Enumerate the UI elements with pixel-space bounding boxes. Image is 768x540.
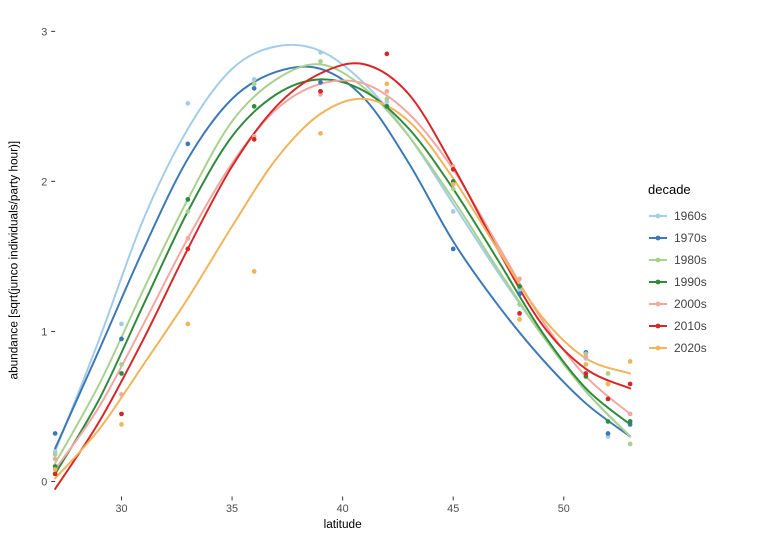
legend-swatch-1960s <box>648 209 668 223</box>
x-tick-label: 40 <box>337 503 349 515</box>
series-point-2010s <box>119 412 124 417</box>
series-point-2010s <box>628 382 633 387</box>
y-tick-label: 2 <box>41 176 47 188</box>
series-point-2010s <box>384 52 389 57</box>
series-point-2010s <box>318 89 323 94</box>
y-tick-label: 1 <box>41 326 47 338</box>
legend-swatch-2020s <box>648 341 668 355</box>
series-point-1960s <box>119 322 124 327</box>
legend-item-1970s: 1970s <box>648 227 768 249</box>
y-tick-label: 3 <box>41 26 47 38</box>
series-point-2020s <box>451 182 456 187</box>
series-point-1990s <box>185 197 190 202</box>
series-point-1970s <box>606 431 611 436</box>
series-point-2000s <box>185 236 190 241</box>
series-point-1990s <box>606 419 611 424</box>
series-point-1980s <box>318 59 323 64</box>
series-point-1990s <box>252 104 257 109</box>
legend-swatch-1980s <box>648 253 668 267</box>
series-point-2000s <box>53 457 58 462</box>
series-point-1960s <box>451 209 456 214</box>
series-point-1990s <box>119 371 124 376</box>
series-point-2020s <box>606 382 611 387</box>
legend-items: 1960s 1970s 1980s 1990s 2000s 2010s 2020s <box>648 205 768 359</box>
legend-item-1980s: 1980s <box>648 249 768 271</box>
legend-swatch-2000s <box>648 297 668 311</box>
series-point-1980s <box>53 452 58 457</box>
series-point-2010s <box>53 472 58 477</box>
series-point-2010s <box>451 167 456 172</box>
legend-item-2010s: 2010s <box>648 315 768 337</box>
legend-item-1990s: 1990s <box>648 271 768 293</box>
series-point-2000s <box>517 277 522 282</box>
series-point-2020s <box>384 82 389 87</box>
plot-area: 0 1 2 3 30 35 40 45 50 latitude abundance [sqrt(ju… <box>0 0 638 540</box>
series-point-2020s <box>53 467 58 472</box>
x-tick-label: 30 <box>115 503 127 515</box>
series-point-1980s <box>606 371 611 376</box>
series-point-1970s <box>185 142 190 147</box>
chart-svg: 0 1 2 3 30 35 40 45 50 latitude abundance [sqrt(ju… <box>0 0 638 540</box>
series-point-1980s <box>451 187 456 192</box>
series-point-1980s <box>384 97 389 102</box>
series-point-2020s <box>185 322 190 327</box>
legend-swatch-2010s <box>648 319 668 333</box>
series-point-1980s <box>628 442 633 447</box>
series-point-1970s <box>451 247 456 252</box>
series-point-2010s <box>517 311 522 316</box>
series-point-1970s <box>119 337 124 342</box>
series-point-1960s <box>185 101 190 106</box>
series-point-2010s <box>606 397 611 402</box>
y-tick-label: 0 <box>41 476 47 488</box>
series-point-1980s <box>252 82 257 87</box>
series-point-1990s <box>628 419 633 424</box>
legend-item-1960s: 1960s <box>648 205 768 227</box>
x-axis-title: latitude <box>324 517 362 531</box>
y-axis-title: abundance [sqrt(junco individuals/party … <box>7 141 21 380</box>
series-point-2020s <box>517 317 522 322</box>
series-point-1970s <box>517 292 522 297</box>
legend-label: 1980s <box>674 253 707 267</box>
series-point-2000s <box>119 392 124 397</box>
legend-item-2000s: 2000s <box>648 293 768 315</box>
legend: decade 1960s 1970s 1980s 1990s 2000s 2010s 202… <box>638 0 768 540</box>
legend-label: 1990s <box>674 275 707 289</box>
series-point-2010s <box>185 247 190 252</box>
series-point-1990s <box>517 284 522 289</box>
legend-swatch-1990s <box>648 275 668 289</box>
x-tick-label: 50 <box>558 503 570 515</box>
legend-title: decade <box>648 182 768 197</box>
series-point-2010s <box>584 371 589 376</box>
series-point-1980s <box>185 209 190 214</box>
legend-label: 2010s <box>674 319 707 333</box>
series-point-2000s <box>384 89 389 94</box>
legend-label: 2020s <box>674 341 707 355</box>
legend-label: 2000s <box>674 297 707 311</box>
series-point-2020s <box>119 422 124 427</box>
series-point-2020s <box>318 131 323 136</box>
series-point-1980s <box>517 302 522 307</box>
series-point-2020s <box>252 269 257 274</box>
legend-item-2020s: 2020s <box>648 337 768 359</box>
series-point-1970s <box>318 80 323 85</box>
series-point-1990s <box>384 104 389 109</box>
legend-swatch-1970s <box>648 231 668 245</box>
series-point-1960s <box>252 77 257 82</box>
legend-label: 1970s <box>674 231 707 245</box>
series-point-1960s <box>318 50 323 55</box>
series-point-1970s <box>252 86 257 91</box>
x-tick-label: 45 <box>447 503 459 515</box>
chart-container: 0 1 2 3 30 35 40 45 50 latitude abundance [sqrt(ju… <box>0 0 768 540</box>
series-point-2020s <box>628 359 633 364</box>
series-point-2020s <box>584 362 589 367</box>
x-tick-label: 35 <box>226 503 238 515</box>
series-point-2000s <box>628 412 633 417</box>
series-point-2010s <box>252 137 257 142</box>
series-point-1970s <box>53 431 58 436</box>
legend-label: 1960s <box>674 209 707 223</box>
series-point-1980s <box>119 362 124 367</box>
series-point-2000s <box>584 355 589 360</box>
